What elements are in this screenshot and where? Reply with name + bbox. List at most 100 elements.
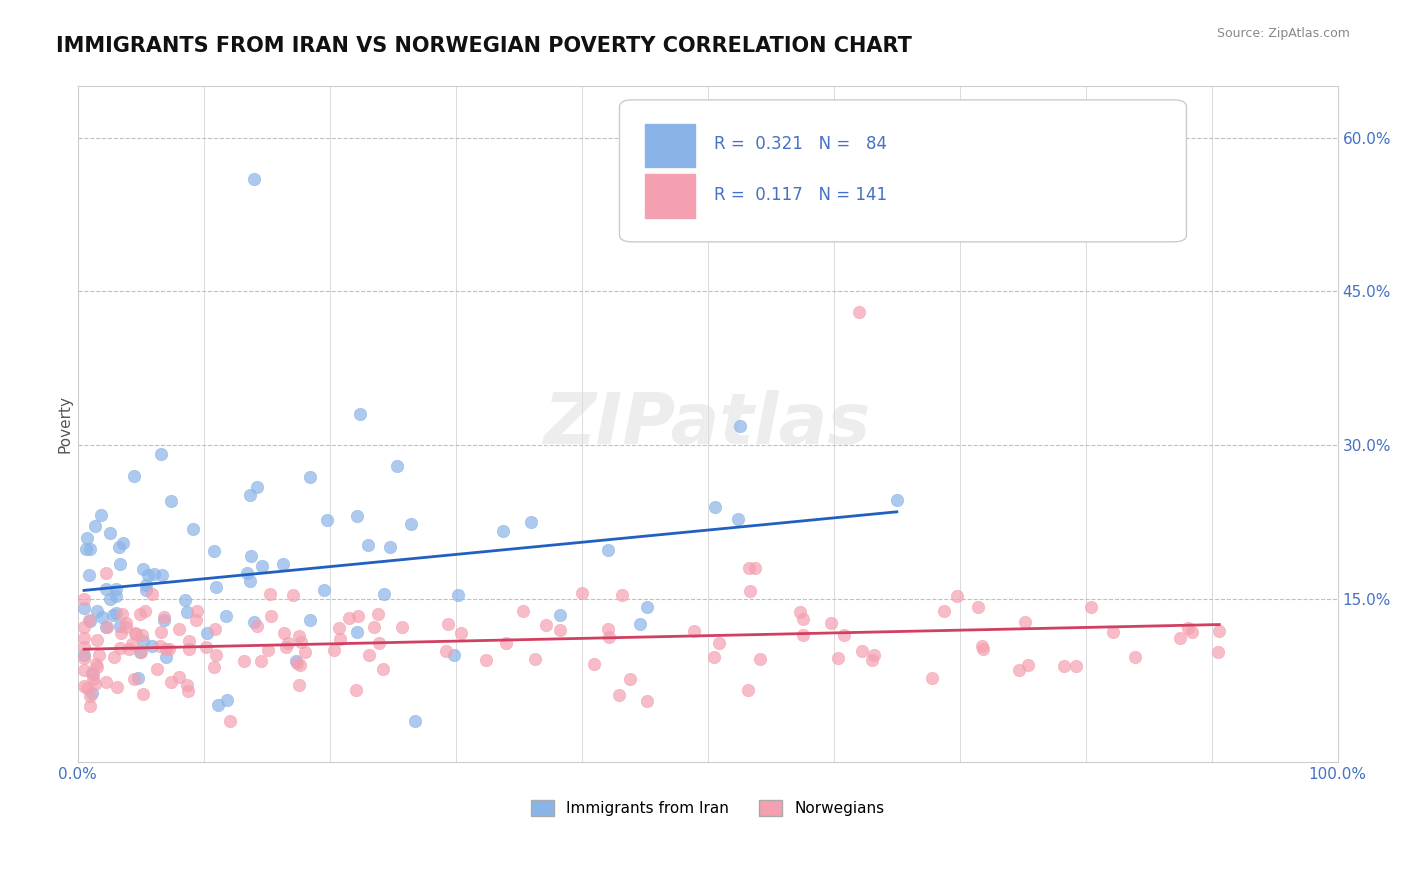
Point <box>323 643 346 657</box>
Point <box>121 637 143 651</box>
Point <box>76 531 98 545</box>
Point <box>596 622 619 636</box>
Point <box>186 613 208 627</box>
Point <box>73 651 96 665</box>
Point <box>703 649 725 664</box>
Point <box>217 692 239 706</box>
Point <box>150 567 173 582</box>
Point <box>94 566 117 580</box>
Point <box>135 578 157 592</box>
Point <box>239 574 262 588</box>
Point <box>79 689 101 703</box>
Point <box>141 587 163 601</box>
Point <box>76 681 98 695</box>
Point <box>108 619 131 633</box>
Point <box>115 620 138 634</box>
Point <box>636 694 658 708</box>
Point <box>150 447 173 461</box>
Point <box>219 714 242 729</box>
Point <box>177 683 200 698</box>
Point <box>284 654 307 668</box>
Point <box>202 544 225 558</box>
Point <box>1008 664 1031 678</box>
Point <box>789 605 811 619</box>
Point <box>94 620 117 634</box>
Point <box>921 671 943 685</box>
Point <box>820 615 842 630</box>
Point <box>105 589 128 603</box>
Point <box>73 620 96 634</box>
Point <box>886 493 908 508</box>
Point <box>749 651 772 665</box>
Point <box>110 626 132 640</box>
Point <box>315 513 337 527</box>
Point <box>89 648 111 662</box>
Point <box>1177 621 1199 635</box>
Point <box>536 618 558 632</box>
Point <box>252 558 274 573</box>
Point <box>142 566 165 581</box>
Point <box>169 622 191 636</box>
FancyBboxPatch shape <box>620 100 1187 242</box>
Point <box>79 699 101 714</box>
Point <box>96 620 118 634</box>
Point <box>82 672 104 686</box>
Point <box>82 685 104 699</box>
Point <box>683 624 706 638</box>
Point <box>179 634 201 648</box>
Point <box>349 407 371 421</box>
Point <box>582 657 605 671</box>
Point <box>475 653 498 667</box>
Point <box>245 480 267 494</box>
Point <box>347 608 370 623</box>
Point <box>1181 625 1204 640</box>
Point <box>271 557 294 571</box>
Point <box>73 632 96 646</box>
Point <box>105 606 128 620</box>
Point <box>132 562 155 576</box>
Point <box>520 515 543 529</box>
Point <box>450 625 472 640</box>
Point <box>367 607 389 621</box>
Point <box>437 616 460 631</box>
Point <box>373 587 395 601</box>
Point <box>82 665 104 680</box>
Point <box>744 561 766 575</box>
Point <box>737 682 759 697</box>
Point <box>84 519 107 533</box>
Point <box>298 613 321 627</box>
Point <box>176 605 198 619</box>
Point <box>287 657 309 671</box>
Text: R =  0.117   N = 141: R = 0.117 N = 141 <box>714 186 887 203</box>
Point <box>447 588 470 602</box>
Point <box>792 612 814 626</box>
Point <box>94 675 117 690</box>
Point <box>967 600 990 615</box>
Point <box>82 666 104 681</box>
Point <box>495 636 517 650</box>
Point <box>155 642 177 657</box>
Point <box>84 657 107 671</box>
Point <box>703 500 725 515</box>
Point <box>73 648 96 662</box>
Point <box>239 488 262 502</box>
Point <box>132 687 155 701</box>
Point <box>129 645 152 659</box>
Point <box>73 592 96 607</box>
Point <box>79 541 101 556</box>
Point <box>115 616 138 631</box>
Point <box>378 540 401 554</box>
Point <box>108 558 131 572</box>
Point <box>281 588 304 602</box>
Point <box>159 494 181 508</box>
Point <box>98 592 121 607</box>
Point <box>550 624 572 638</box>
Point <box>619 672 641 686</box>
Point <box>972 642 994 657</box>
Point <box>934 604 956 618</box>
Point <box>96 582 118 596</box>
Point <box>1101 625 1123 640</box>
Point <box>101 607 124 622</box>
Point <box>860 653 883 667</box>
Point <box>399 516 422 531</box>
